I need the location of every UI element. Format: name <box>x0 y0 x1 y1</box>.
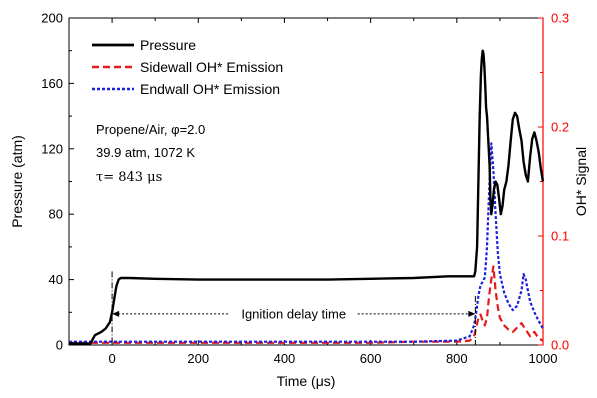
y-right-tick-label: 0.2 <box>551 120 569 135</box>
y-left-tick-label: 80 <box>49 207 63 222</box>
legend-label-pressure: Pressure <box>140 37 196 53</box>
x-tick-label: 0 <box>108 351 115 366</box>
arrowhead-right-icon <box>468 310 476 317</box>
y-right-tick-label: 0.1 <box>551 229 569 244</box>
conditions-annotation: 39.9 atm, 1072 K <box>96 145 195 160</box>
legend-label-endwall: Endwall OH* Emission <box>140 81 280 97</box>
series-group <box>69 49 545 345</box>
y-right-tick-label: 0.3 <box>551 11 569 26</box>
legend: Pressure Sidewall OH* Emission Endwall OH*… <box>92 37 283 97</box>
y-left-tick-label: 40 <box>49 272 63 287</box>
legend-label-sidewall: Sidewall OH* Emission <box>140 59 283 75</box>
ignition-delay-label: Ignition delay time <box>241 306 346 321</box>
tau-annotation: τ= 843 μs <box>96 170 162 185</box>
x-tick-label: 800 <box>446 351 468 366</box>
y-right-axis-ticks: 0.0 0.1 0.2 0.3 <box>538 11 569 353</box>
arrowhead-left-icon <box>112 310 120 317</box>
x-axis-ticks: 0 200 400 600 800 1000 <box>68 18 558 366</box>
x-tick-label: 1000 <box>529 351 558 366</box>
y-left-tick-label: 0 <box>56 338 63 353</box>
y-left-tick-label: 120 <box>41 141 63 156</box>
ignition-delay-annotation: Ignition delay time <box>111 271 476 345</box>
y-left-axis-ticks: 0 40 80 120 160 200 <box>41 11 74 353</box>
mixture-annotation: Propene/Air, φ=2.0 <box>96 122 205 137</box>
y-left-tick-label: 160 <box>41 76 63 91</box>
y-left-axis-label: Pressure (atm) <box>9 135 25 228</box>
x-axis-label: Time (μs) <box>277 373 336 389</box>
y-right-axis-label: OH* Signal <box>573 147 589 216</box>
x-tick-label: 200 <box>187 351 209 366</box>
series-endwall-line <box>69 142 544 343</box>
y-right-tick-label: 0.0 <box>551 338 569 353</box>
y-left-tick-label: 200 <box>41 11 63 26</box>
series-pressure-line <box>69 49 545 345</box>
x-tick-label: 400 <box>274 351 296 366</box>
x-tick-label: 600 <box>360 351 382 366</box>
